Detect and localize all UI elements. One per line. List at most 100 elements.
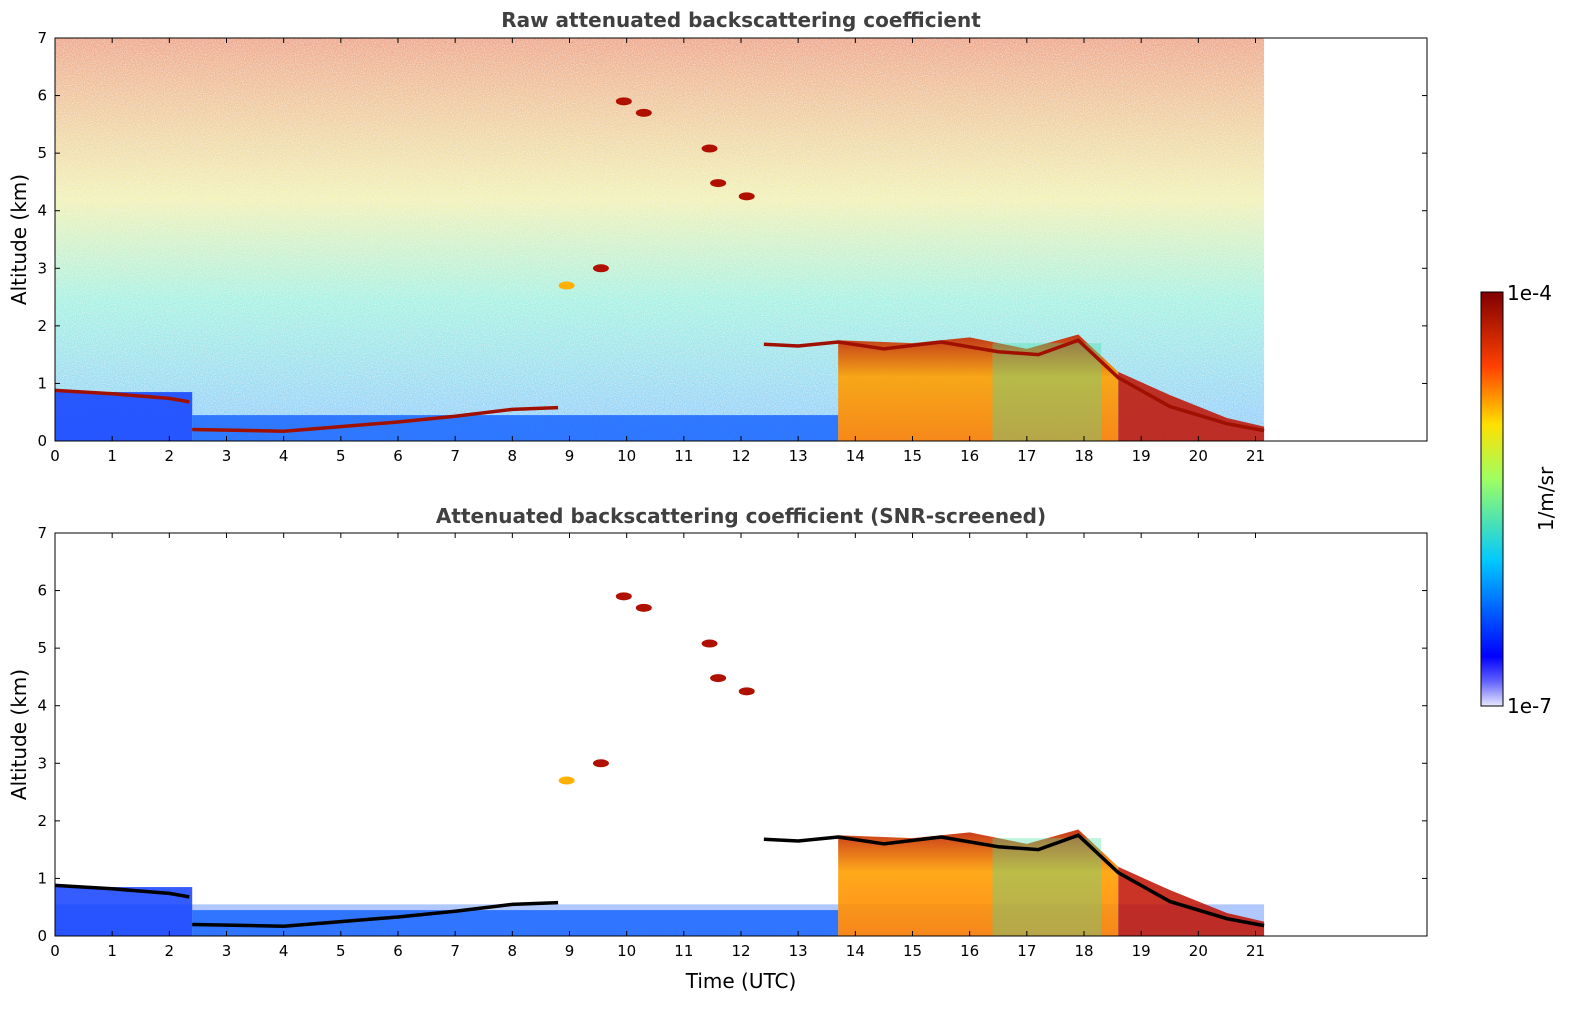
layer-top-line [763, 833, 1265, 928]
heatmap-area [54, 38, 1265, 441]
y-tick-label: 4 [37, 697, 47, 715]
x-tick-label: 20 [1189, 942, 1208, 960]
panel-title: Attenuated backscattering coefficient (S… [436, 504, 1046, 528]
x-tick-label: 8 [508, 942, 518, 960]
x-axis-label: Time (UTC) [685, 969, 797, 993]
heatmap-area [54, 592, 1265, 936]
x-tick-label: 5 [336, 942, 346, 960]
colorbar-min-label: 1e-7 [1507, 694, 1552, 718]
x-tick-label: 13 [789, 447, 808, 465]
layer-top-line [54, 388, 190, 404]
x-tick-label: 17 [1017, 942, 1036, 960]
x-tick-label: 2 [165, 447, 175, 465]
x-tick-label: 18 [1074, 447, 1093, 465]
x-tick-label: 0 [50, 942, 60, 960]
y-tick-label: 3 [37, 754, 47, 772]
y-tick-label: 1 [37, 869, 47, 887]
cloud-fragment [615, 97, 632, 106]
cloud-fragment [635, 108, 652, 117]
mixed-layer-band [992, 343, 1102, 441]
x-axis: 0 1 2 3 4 5 6 7 8 9 10 11 12 13 14 15 16 17 18 19 20 21 [50, 38, 1265, 465]
cloud-fragment [738, 687, 755, 696]
x-tick-label: 15 [903, 942, 922, 960]
x-tick-label: 6 [393, 447, 403, 465]
x-tick-label: 21 [1246, 942, 1265, 960]
y-tick-label: 2 [37, 317, 47, 335]
x-tick-label: 4 [279, 942, 289, 960]
x-tick-label: 9 [565, 447, 575, 465]
x-tick-label: 14 [846, 942, 865, 960]
plot-frame [54, 532, 1428, 937]
colorbar-unit-label: 1/m/sr [1534, 466, 1558, 531]
y-tick-label: 4 [37, 202, 47, 220]
y-tick-label: 6 [37, 582, 47, 600]
y-tick-label: 6 [37, 87, 47, 105]
panel-title: Raw attenuated backscattering coefficien… [501, 8, 981, 32]
colorbar-gradient [1480, 291, 1504, 707]
cloud-fragment [738, 192, 755, 201]
layer-top-line [763, 338, 1265, 433]
x-tick-label: 3 [222, 942, 232, 960]
y-tick-label: 2 [37, 812, 47, 830]
x-tick-label: 4 [279, 447, 289, 465]
mixed-layer-band [992, 838, 1102, 936]
x-tick-label: 11 [674, 447, 693, 465]
y-axis: 0 1 2 3 4 5 6 7 [37, 524, 1427, 945]
x-tick-label: 1 [107, 447, 117, 465]
x-tick-label: 16 [960, 942, 979, 960]
afternoon-layer [838, 829, 1119, 936]
y-axis-label: Altitude (km) [7, 174, 31, 305]
evening-layer [1118, 866, 1265, 936]
raw-backscatter-panel: Raw attenuated backscattering coefficien… [7, 8, 1428, 465]
cloud-fragment [558, 776, 575, 785]
layer-top-line [192, 900, 559, 928]
cloud-fragment [701, 144, 718, 153]
x-tick-label: 5 [336, 447, 346, 465]
y-axis-label: Altitude (km) [7, 669, 31, 800]
cloud-fragment [592, 759, 609, 768]
cloud-fragment [635, 603, 652, 612]
x-tick-label: 16 [960, 447, 979, 465]
x-tick-label: 11 [674, 942, 693, 960]
x-tick-label: 9 [565, 942, 575, 960]
morning-boundary-layer [55, 392, 193, 441]
y-tick-label: 3 [37, 259, 47, 277]
y-tick-label: 5 [37, 144, 47, 162]
cloud-fragment [701, 639, 718, 648]
x-tick-label: 3 [222, 447, 232, 465]
x-tick-label: 17 [1017, 447, 1036, 465]
colorbar: 1e-4 1e-7 1/m/sr [1480, 281, 1558, 718]
x-tick-label: 15 [903, 447, 922, 465]
x-tick-label: 21 [1246, 447, 1265, 465]
x-tick-label: 6 [393, 942, 403, 960]
surface-layer [192, 910, 839, 936]
cloud-fragment [710, 674, 727, 683]
y-tick-label: 0 [37, 432, 47, 450]
cloud-fragment [558, 281, 575, 290]
x-tick-label: 13 [789, 942, 808, 960]
x-tick-label: 12 [731, 447, 750, 465]
x-tick-label: 7 [450, 447, 460, 465]
y-tick-label: 0 [37, 927, 47, 945]
cloud-fragment [615, 592, 632, 601]
cloud-fragment [710, 179, 727, 188]
y-tick-label: 1 [37, 374, 47, 392]
morning-boundary-layer [55, 887, 193, 936]
x-tick-label: 2 [165, 942, 175, 960]
x-tick-label: 0 [50, 447, 60, 465]
snr-screened-panel: Attenuated backscattering coefficient (S… [7, 504, 1428, 993]
x-tick-label: 20 [1189, 447, 1208, 465]
x-tick-label: 18 [1074, 942, 1093, 960]
x-tick-label: 10 [617, 447, 636, 465]
layer-top-line [192, 405, 559, 433]
x-tick-label: 10 [617, 942, 636, 960]
afternoon-layer [838, 334, 1119, 441]
y-tick-label: 7 [37, 29, 47, 47]
x-tick-label: 19 [1132, 447, 1151, 465]
cloud-fragment [592, 264, 609, 273]
x-tick-label: 14 [846, 447, 865, 465]
x-tick-label: 7 [450, 942, 460, 960]
y-tick-label: 5 [37, 639, 47, 657]
x-axis: 0 1 2 3 4 5 6 7 8 9 10 11 12 13 14 15 16 17 18 19 20 21 [50, 533, 1265, 960]
